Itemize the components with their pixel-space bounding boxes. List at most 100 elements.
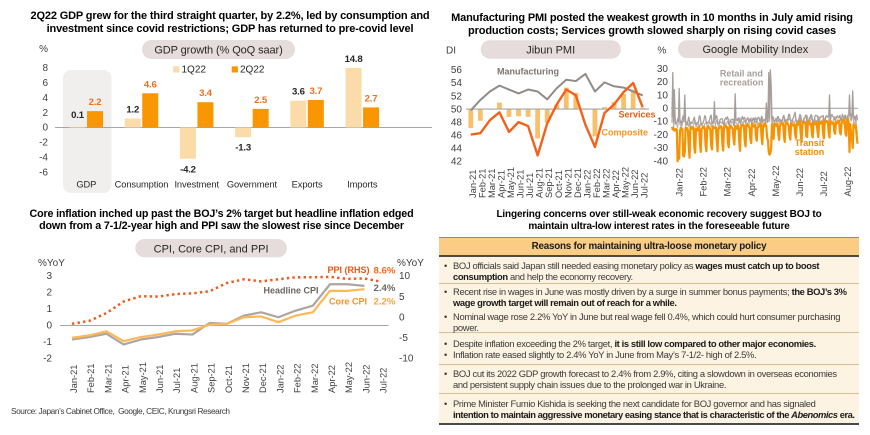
svg-text:Manufacturing: Manufacturing: [497, 67, 559, 77]
svg-text:Jul-22: Jul-22: [819, 171, 829, 196]
svg-text:2Q22: 2Q22: [240, 64, 265, 75]
svg-text:-1.3: -1.3: [235, 143, 251, 154]
svg-text:Feb-22: Feb-22: [699, 167, 709, 196]
svg-text:-20: -20: [654, 130, 669, 141]
svg-text:10: 10: [399, 271, 411, 282]
svg-text:Investment: Investment: [174, 180, 219, 190]
svg-text:48: 48: [451, 117, 463, 128]
svg-text:Mar-22: Mar-22: [602, 169, 612, 198]
svg-text:Mar-21: Mar-21: [487, 169, 497, 198]
svg-text:3.7: 3.7: [309, 86, 322, 97]
svg-text:0: 0: [662, 104, 668, 115]
svg-text:%YoY: %YoY: [38, 258, 65, 269]
svg-text:Sep-21: Sep-21: [207, 363, 217, 393]
svg-text:Oct-21: Oct-21: [554, 170, 564, 198]
svg-text:%YoY: %YoY: [397, 258, 424, 269]
svg-text:station: station: [795, 147, 825, 157]
svg-text:46: 46: [451, 130, 463, 141]
svg-text:3.6: 3.6: [292, 87, 305, 98]
svg-text:Feb-22: Feb-22: [293, 364, 303, 393]
svg-text:Retail and: Retail and: [720, 69, 763, 79]
svg-text:May-22: May-22: [771, 165, 781, 196]
svg-text:52: 52: [451, 91, 463, 102]
svg-text:DI: DI: [446, 46, 456, 57]
svg-text:-6: -6: [39, 167, 48, 178]
svg-text:Google Mobility Index: Google Mobility Index: [703, 44, 809, 56]
svg-text:GDP: GDP: [76, 180, 96, 190]
svg-text:20: 20: [657, 77, 669, 88]
svg-text:Oct-21: Oct-21: [224, 365, 234, 393]
svg-text:4.6: 4.6: [144, 79, 157, 90]
svg-text:Aug-21: Aug-21: [535, 168, 545, 198]
svg-text:-40: -40: [654, 156, 669, 167]
svg-text:3.4: 3.4: [199, 88, 213, 99]
svg-text:30: 30: [657, 64, 669, 75]
svg-text:GDP growth (% QoQ saar): GDP growth (% QoQ saar): [154, 45, 282, 57]
svg-text:2.7: 2.7: [365, 93, 378, 104]
svg-text:%: %: [657, 46, 666, 57]
svg-text:1: 1: [46, 304, 52, 315]
svg-text:-30: -30: [654, 143, 669, 154]
svg-text:Jul-22: Jul-22: [379, 368, 389, 393]
svg-text:1.2: 1.2: [126, 105, 139, 116]
svg-text:Mar-22: Mar-22: [310, 364, 320, 393]
svg-text:-1: -1: [43, 337, 52, 348]
svg-text:2.5: 2.5: [254, 95, 268, 106]
svg-text:May-21: May-21: [506, 167, 516, 198]
svg-text:PPI (RHS): PPI (RHS): [327, 265, 369, 275]
svg-text:-4.2: -4.2: [180, 164, 196, 175]
svg-text:Jun-21: Jun-21: [155, 365, 165, 393]
svg-text:Jul-21: Jul-21: [172, 368, 182, 393]
svg-text:Feb-21: Feb-21: [477, 169, 487, 198]
svg-text:Transit: Transit: [795, 138, 825, 148]
svg-text:0: 0: [46, 321, 52, 332]
svg-text:2: 2: [42, 108, 48, 119]
svg-text:Jul-21: Jul-21: [525, 173, 535, 198]
svg-text:1Q22: 1Q22: [182, 64, 207, 75]
svg-text:Jan-22: Jan-22: [275, 365, 285, 393]
svg-text:Headline CPI: Headline CPI: [263, 286, 318, 296]
svg-text:Jan-22: Jan-22: [675, 168, 685, 196]
svg-text:-4: -4: [39, 152, 48, 163]
svg-text:6: 6: [42, 78, 48, 89]
svg-text:Government: Government: [227, 180, 278, 190]
svg-text:Apr-21: Apr-21: [121, 365, 131, 393]
svg-text:-10: -10: [654, 117, 669, 128]
svg-text:10: 10: [657, 90, 669, 101]
svg-text:%: %: [39, 44, 48, 55]
svg-text:Feb-21: Feb-21: [86, 364, 96, 393]
svg-text:Jan-22: Jan-22: [582, 170, 592, 198]
svg-text:-5: -5: [399, 333, 408, 344]
svg-text:14.8: 14.8: [345, 54, 364, 65]
svg-text:-2: -2: [43, 354, 52, 365]
svg-text:Composite: Composite: [602, 127, 649, 137]
svg-text:Jun-21: Jun-21: [516, 170, 526, 198]
svg-text:Nov-21: Nov-21: [563, 168, 573, 198]
svg-text:Jun-22: Jun-22: [795, 168, 805, 196]
svg-text:Apr-22: Apr-22: [611, 170, 621, 198]
svg-text:2.2: 2.2: [89, 97, 102, 108]
svg-text:Aug-21: Aug-21: [189, 363, 199, 393]
svg-text:2: 2: [46, 288, 52, 299]
svg-text:Exports: Exports: [292, 180, 323, 190]
svg-text:Apr-22: Apr-22: [747, 169, 757, 197]
svg-text:Mar-21: Mar-21: [103, 364, 113, 393]
svg-text:Services: Services: [619, 109, 656, 119]
svg-text:Core CPI: Core CPI: [329, 297, 367, 307]
svg-text:Jan-21: Jan-21: [69, 365, 79, 393]
svg-text:Mar-22: Mar-22: [723, 167, 733, 196]
svg-text:Dec-21: Dec-21: [258, 363, 268, 393]
svg-text:Jun-22: Jun-22: [361, 365, 371, 393]
svg-text:Jul-22: Jul-22: [640, 173, 650, 198]
svg-text:-10: -10: [399, 354, 414, 365]
svg-text:May-21: May-21: [138, 362, 148, 393]
svg-text:Dec-21: Dec-21: [573, 168, 583, 198]
svg-text:5: 5: [399, 292, 405, 303]
svg-text:44: 44: [451, 143, 463, 154]
svg-text:Jan-21: Jan-21: [468, 170, 478, 198]
svg-text:50: 50: [451, 104, 463, 115]
svg-text:56: 56: [451, 65, 463, 76]
svg-text:0.1: 0.1: [71, 110, 85, 121]
svg-text:Apr-21: Apr-21: [496, 170, 506, 198]
svg-text:54: 54: [451, 78, 463, 89]
